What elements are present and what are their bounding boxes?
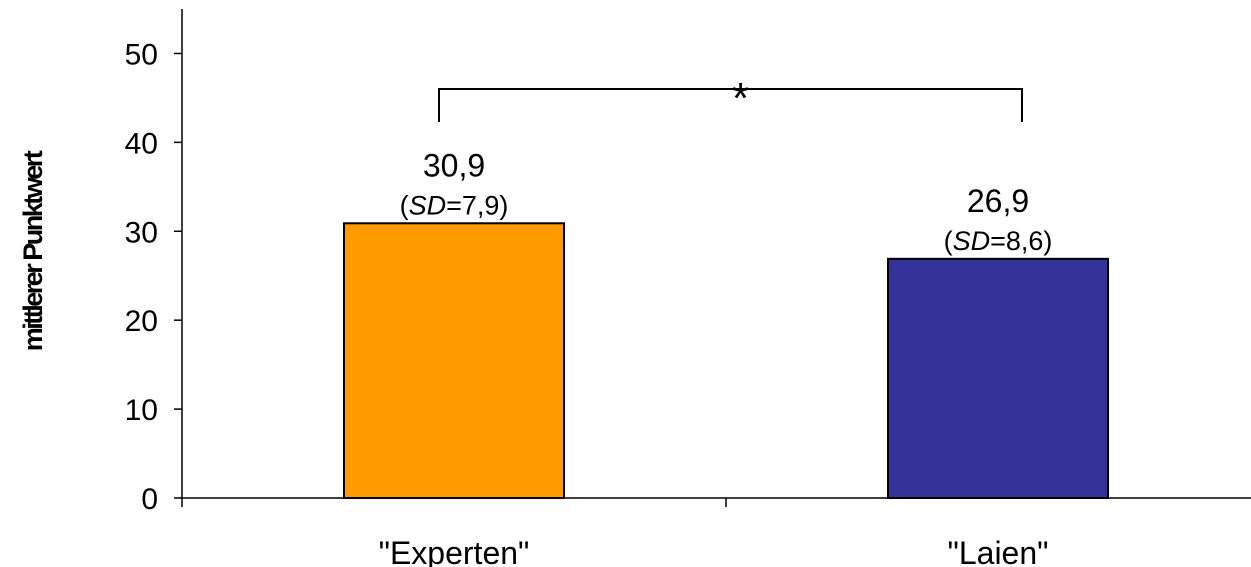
significance-line <box>438 88 1023 123</box>
y-tick-label: 30 <box>125 216 158 249</box>
significance-bracket: * <box>438 74 1023 123</box>
value-label: 30,9 <box>423 147 485 183</box>
y-tick-label: 0 <box>141 483 158 516</box>
x-category-label: "Laien" <box>947 535 1048 567</box>
significance-star: * <box>732 74 749 123</box>
data-labels: "Experten" 30,9 (SD=7,9) "Laien" 26,9 (SD=8,6… <box>379 147 1053 567</box>
value-label: 26,9 <box>967 183 1029 219</box>
sd-label: (SD=7,9) <box>400 190 509 220</box>
sd-label: (SD=8,6) <box>944 226 1053 256</box>
x-category-label: "Experten" <box>379 535 530 567</box>
y-tick-label: 20 <box>125 305 158 338</box>
y-tick-label: 40 <box>125 127 158 160</box>
y-axis-title: mittlerer Punktwert <box>18 150 48 351</box>
bars <box>343 222 1109 499</box>
y-tick-label: 50 <box>125 38 158 71</box>
y-tick-label: 10 <box>125 394 158 427</box>
bar <box>343 222 565 499</box>
bar <box>887 257 1109 499</box>
